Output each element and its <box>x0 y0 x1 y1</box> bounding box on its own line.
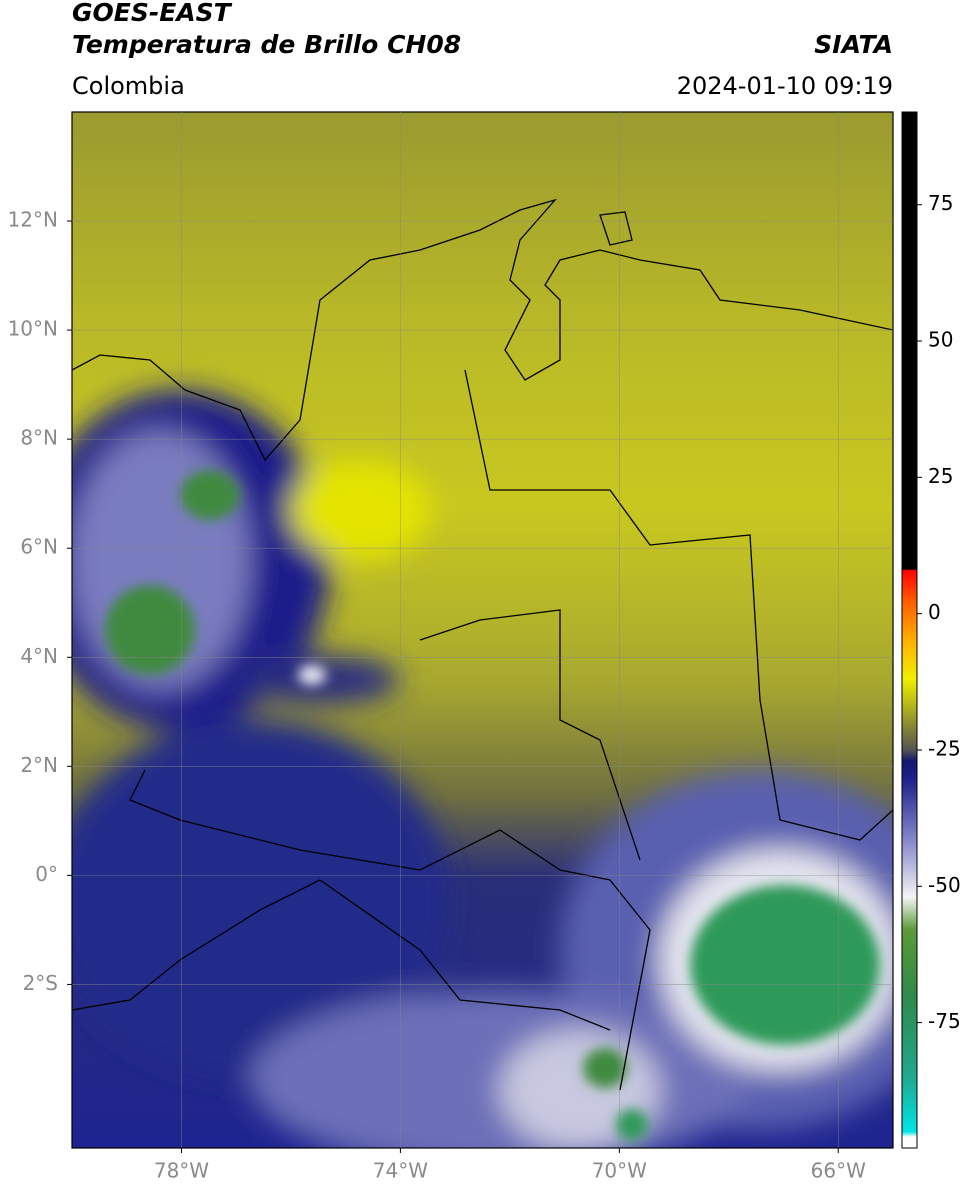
colorbar-tick-label: 75 <box>928 191 953 215</box>
colorbar-tick-label: 50 <box>928 328 953 352</box>
colorbar-tick-label: -50 <box>928 873 961 897</box>
x-tick-label: 74°W <box>373 1159 428 1183</box>
x-tick-label: 66°W <box>811 1159 866 1183</box>
colorbar-tick-label: 25 <box>928 464 953 488</box>
y-tick-label: 2°N <box>20 753 58 777</box>
x-tick-label: 70°W <box>592 1159 647 1183</box>
map-frame <box>71 111 894 1149</box>
colorbar <box>901 111 918 1149</box>
colorbar-tick-label: 0 <box>928 600 941 624</box>
colorbar-tick-label: -25 <box>928 736 961 760</box>
y-tick-label: 10°N <box>8 317 58 341</box>
source: SIATA <box>814 30 893 59</box>
colorbar-tick-label: -75 <box>928 1009 961 1033</box>
region: Colombia <box>72 72 185 100</box>
y-tick-label: 8°N <box>20 426 58 450</box>
y-tick-label: 2°S <box>23 971 58 995</box>
y-tick-label: 12°N <box>8 208 58 232</box>
y-tick-label: 6°N <box>20 535 58 559</box>
timestamp: 2024-01-10 09:19 <box>677 72 893 100</box>
y-tick-label: 4°N <box>20 644 58 668</box>
title: GOES-EAST <box>72 0 233 27</box>
subtitle: Temperatura de Brillo CH08 <box>72 30 461 59</box>
satellite-image <box>72 112 893 1148</box>
x-tick-label: 78°W <box>154 1159 209 1183</box>
y-tick-label: 0° <box>35 862 58 886</box>
boundaries <box>72 198 893 1091</box>
